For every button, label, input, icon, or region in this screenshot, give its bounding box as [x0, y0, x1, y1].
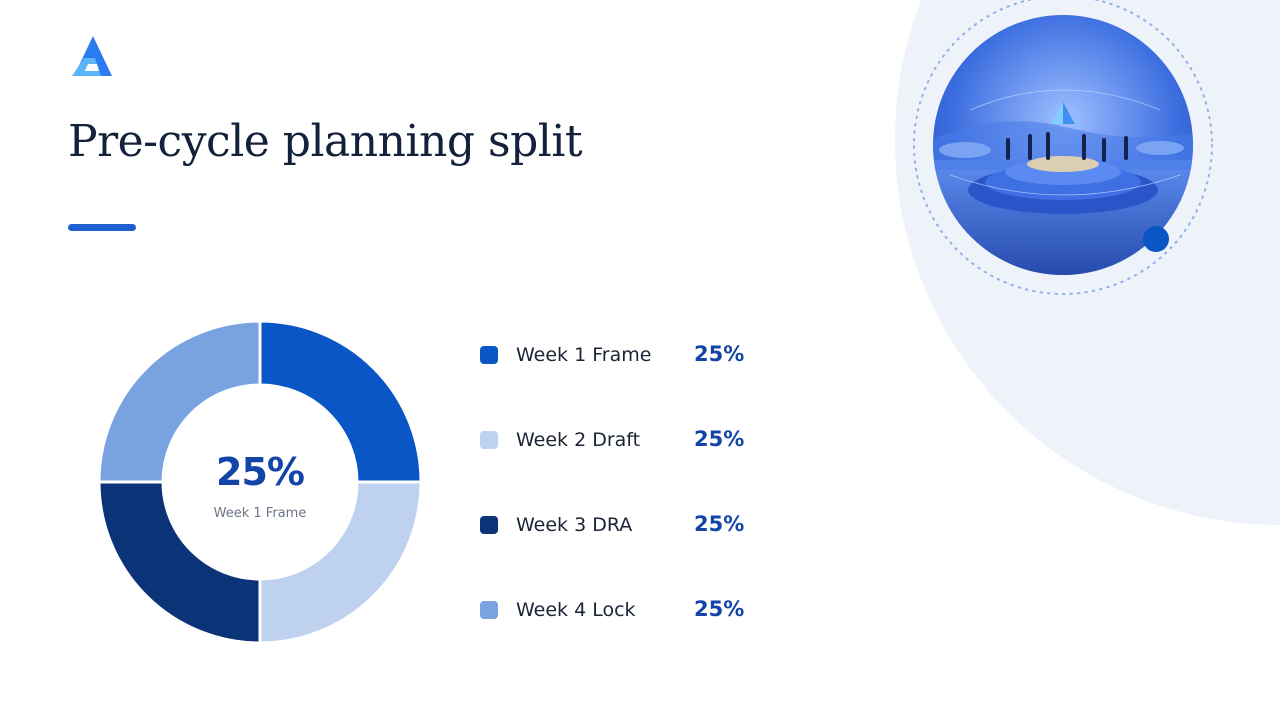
donut-slice-3 [98, 480, 262, 644]
legend-swatch [480, 601, 498, 619]
legend-value: 25% [694, 342, 745, 366]
legend-item-week-3: Week 3 DRA 25% [480, 508, 780, 542]
planning-illustration [913, 0, 1213, 295]
donut-center-value: 25% [216, 450, 305, 494]
donut-chart [98, 320, 422, 644]
donut-slice-1 [258, 320, 422, 484]
legend-label: Week 1 Frame [516, 344, 652, 366]
legend-item-week-4: Week 4 Lock 25% [480, 593, 780, 627]
legend-value: 25% [694, 512, 745, 536]
legend-value: 25% [694, 427, 745, 451]
slide-title: Pre-cycle planning split [68, 116, 583, 167]
title-accent-bar [68, 224, 136, 231]
legend-label: Week 4 Lock [516, 599, 636, 621]
legend-label: Week 3 DRA [516, 514, 633, 536]
triangle-logo-icon [72, 36, 112, 76]
donut-center-label: Week 1 Frame [213, 506, 307, 521]
legend-value: 25% [694, 597, 745, 621]
legend-item-week-1: Week 1 Frame 25% [480, 338, 780, 372]
legend-item-week-2: Week 2 Draft 25% [480, 423, 780, 457]
legend-label: Week 2 Draft [516, 429, 641, 451]
legend-swatch [480, 346, 498, 364]
donut-slice-2 [258, 480, 422, 644]
legend-swatch [480, 516, 498, 534]
donut-slice-4 [98, 320, 262, 484]
legend-swatch [480, 431, 498, 449]
